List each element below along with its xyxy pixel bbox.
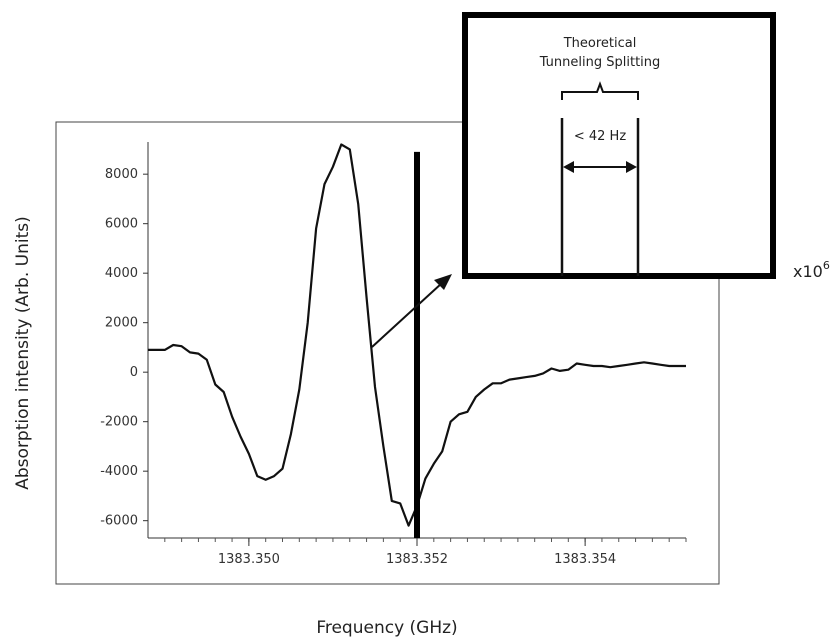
- y-tick-label: 6000: [105, 217, 138, 232]
- y-tick-label: -6000: [100, 514, 138, 529]
- inset-arrowhead-right: [626, 161, 637, 173]
- pointer-arrow: [371, 282, 443, 348]
- y-axis-title: Absorption intensity (Arb. Units): [13, 216, 33, 489]
- y-tick-label: -4000: [100, 464, 138, 479]
- x-ticks: 1383.350 1383.352 1383.354: [164, 538, 687, 567]
- y-tick-label: 0: [130, 365, 138, 380]
- inset-title-line1: Theoretical: [563, 36, 637, 51]
- x-tick-label: 1383.352: [386, 552, 448, 567]
- x-axis-title: Frequency (GHz): [316, 618, 457, 637]
- y-multiplier: x106: [793, 259, 830, 281]
- plot-frame: [55, 121, 720, 585]
- inset-title-line2: Tunneling Splitting: [539, 55, 661, 70]
- series-line: [148, 143, 686, 527]
- y-ticks: 8000 6000 4000 2000 0 -2000 -4000 -6000: [100, 167, 148, 529]
- x-tick-label: 1383.350: [218, 552, 280, 567]
- pointer-arrowhead: [434, 274, 452, 290]
- x-tick-label: 1383.354: [554, 552, 616, 567]
- inset-split-label: < 42 Hz: [574, 129, 626, 144]
- y-tick-label: 4000: [105, 266, 138, 281]
- y-tick-label: 8000: [105, 167, 138, 182]
- y-multiplier-exponent: 6: [823, 259, 830, 272]
- y-multiplier-base: x10: [793, 262, 823, 281]
- inset-brace: [561, 81, 639, 100]
- y-tick-label: -2000: [100, 415, 138, 430]
- inset-arrowhead-left: [563, 161, 574, 173]
- y-tick-label: 2000: [105, 316, 138, 331]
- inset-box: [462, 12, 776, 279]
